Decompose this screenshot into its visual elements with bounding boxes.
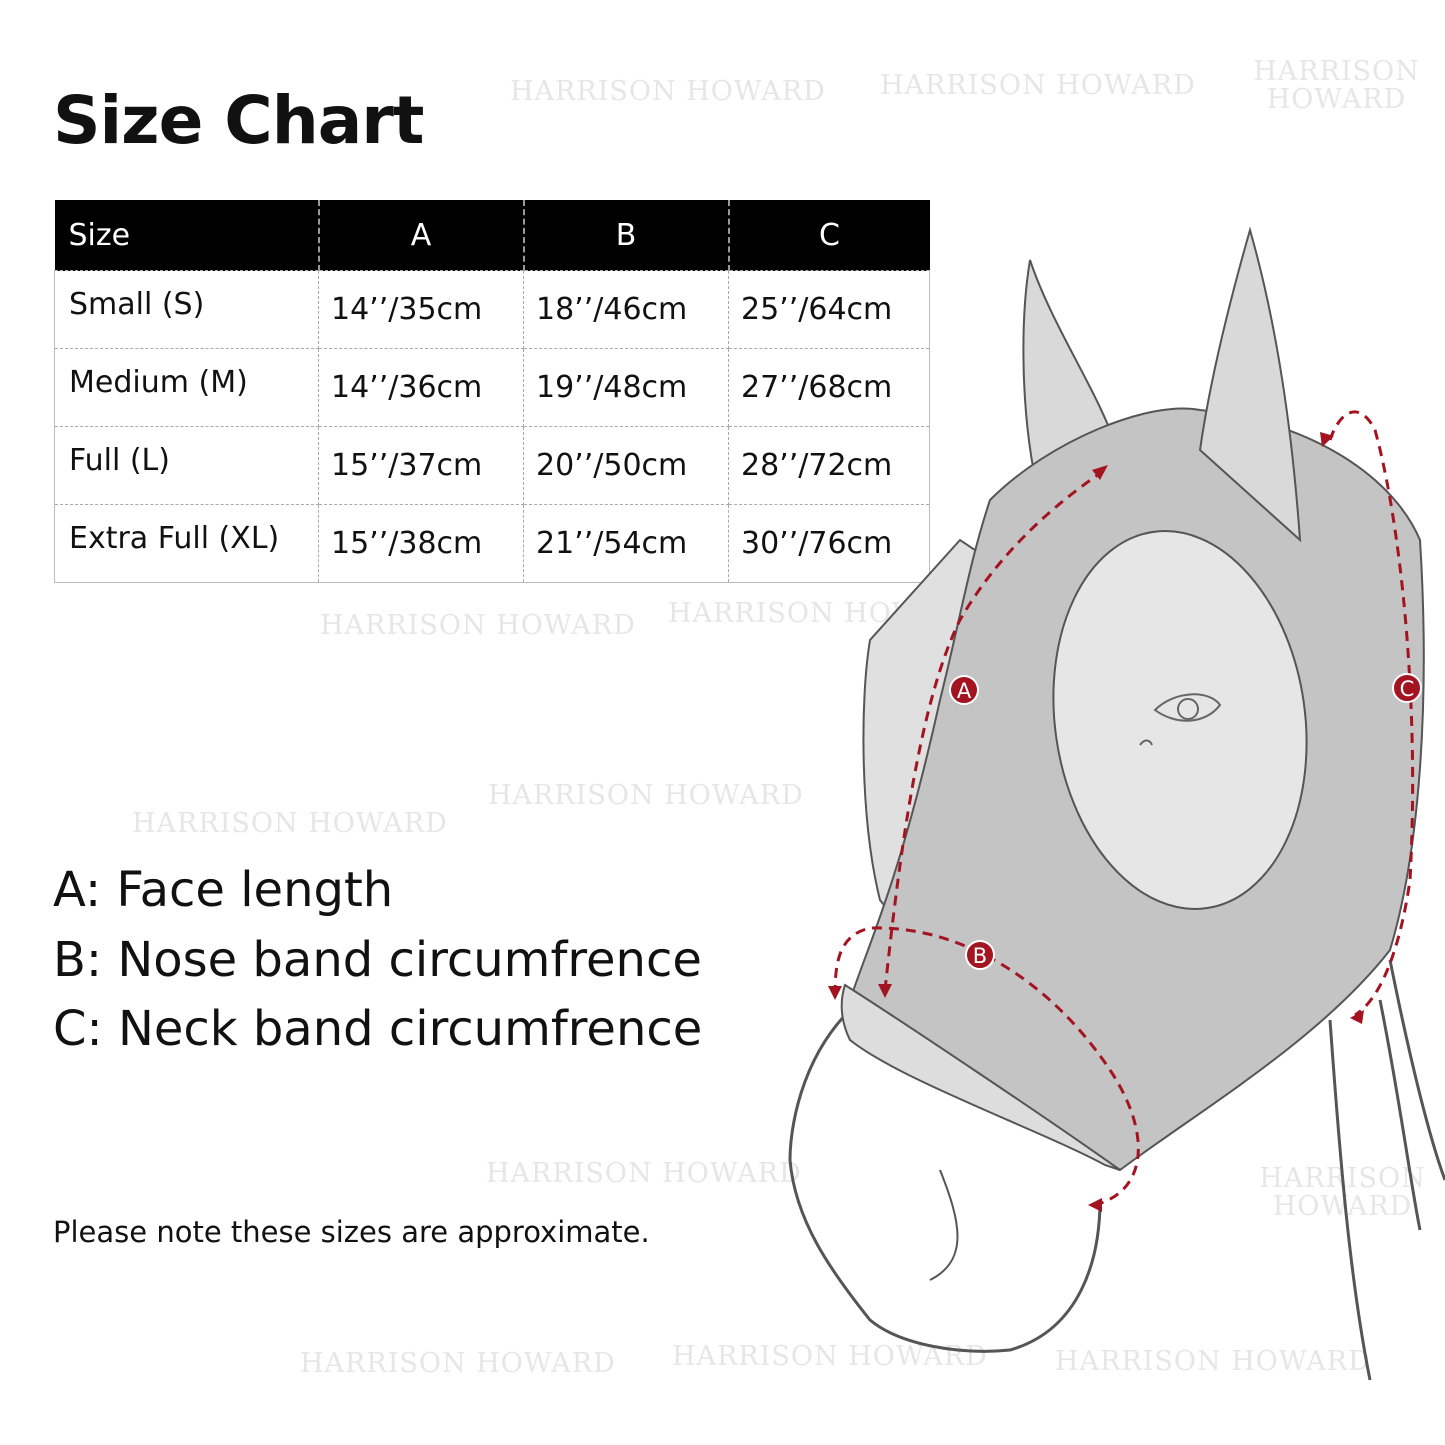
watermark: HARRISON HOWARD bbox=[1253, 56, 1420, 115]
svg-text:A: A bbox=[957, 679, 972, 703]
c-cell: 25’’/64cm bbox=[728, 270, 930, 349]
arrow-icon bbox=[1350, 1010, 1364, 1024]
legend-b: B: Nose band circumfrence bbox=[53, 932, 702, 988]
size-cell: Full (L) bbox=[54, 426, 319, 505]
measure-b-line bbox=[833, 926, 1140, 1207]
svg-text:C: C bbox=[1400, 677, 1415, 701]
size-cell: Medium (M) bbox=[54, 348, 319, 427]
arrowheads bbox=[828, 432, 1364, 1212]
arrow-icon bbox=[1320, 432, 1334, 447]
svg-text:B: B bbox=[973, 944, 987, 968]
horse-outline bbox=[788, 959, 1445, 1381]
watermark: HARRISON HOWARD bbox=[510, 76, 826, 107]
a-cell: 15’’/37cm bbox=[318, 426, 524, 505]
arrow-icon bbox=[1088, 1198, 1102, 1212]
table-row: Small (S) 14’’/35cm 18’’/46cm 25’’/64cm bbox=[54, 270, 930, 349]
arrow-icon bbox=[828, 986, 842, 1000]
a-cell: 14’’/36cm bbox=[318, 348, 524, 427]
watermark: HARRISON HOWARD bbox=[1259, 1163, 1426, 1222]
marker-b: B bbox=[965, 940, 995, 970]
table-row: Extra Full (XL) 15’’/38cm 21’’/54cm 30’’/76… bbox=[54, 504, 930, 583]
header-b: B bbox=[522, 200, 729, 271]
c-cell: 30’’/76cm bbox=[728, 504, 930, 583]
watermark: HARRISON HOWARD bbox=[300, 1348, 616, 1379]
table-row: Medium (M) 14’’/36cm 19’’/48cm 27’’/68cm bbox=[54, 348, 930, 427]
approximate-note: Please note these sizes are approximate. bbox=[53, 1215, 650, 1249]
b-cell: 21’’/54cm bbox=[523, 504, 729, 583]
arrow-icon bbox=[1092, 465, 1108, 480]
measure-c-line bbox=[1328, 410, 1415, 1017]
marker-c: C bbox=[1392, 673, 1422, 703]
marker-a: A bbox=[949, 675, 979, 705]
header-a: A bbox=[317, 200, 524, 271]
b-cell: 18’’/46cm bbox=[523, 270, 729, 349]
watermark: HARRISON HOWARD bbox=[488, 780, 804, 811]
c-cell: 27’’/68cm bbox=[728, 348, 930, 427]
watermark: HARRISON HOWARD bbox=[880, 70, 1196, 101]
measurement-lines bbox=[833, 410, 1415, 1207]
watermark: HARRISON HOWARD bbox=[132, 808, 448, 839]
header-c: C bbox=[727, 200, 930, 271]
size-cell: Small (S) bbox=[54, 270, 319, 349]
legend-a: A: Face length bbox=[53, 862, 394, 918]
b-cell: 20’’/50cm bbox=[523, 426, 729, 505]
a-cell: 14’’/35cm bbox=[318, 270, 524, 349]
table-row: Full (L) 15’’/37cm 20’’/50cm 28’’/72cm bbox=[54, 426, 930, 505]
eye-icon bbox=[1139, 693, 1222, 746]
size-table: Size A B C Small (S) 14’’/35cm 18’’/46cm 25… bbox=[54, 200, 930, 583]
legend-c: C: Neck band circumfrence bbox=[53, 1001, 703, 1057]
nose-band bbox=[840, 983, 1121, 1171]
table-header-row: Size A B C bbox=[54, 200, 930, 271]
arrow-icon bbox=[878, 984, 892, 998]
page-title: Size Chart bbox=[53, 82, 424, 159]
measure-a-line bbox=[883, 468, 1106, 991]
watermark: HARRISON HOWARD bbox=[1055, 1346, 1371, 1377]
c-cell: 28’’/72cm bbox=[728, 426, 930, 505]
header-size: Size bbox=[54, 200, 319, 271]
right-ear bbox=[1198, 226, 1302, 543]
size-cell: Extra Full (XL) bbox=[54, 504, 319, 583]
watermark: HARRISON HOWARD bbox=[320, 610, 636, 641]
watermark: HARRISON HOWARD bbox=[486, 1158, 802, 1189]
